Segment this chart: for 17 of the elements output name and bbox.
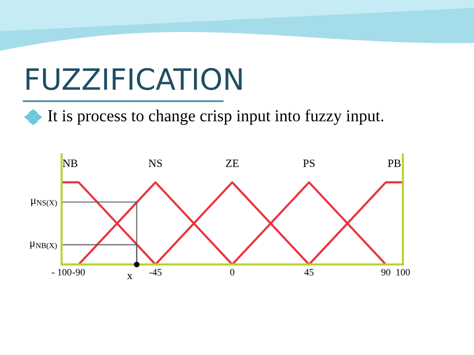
x-tick-label: 90 bbox=[381, 268, 390, 276]
x-tick-label: -90 bbox=[72, 268, 85, 276]
x-tick-label: 45 bbox=[304, 268, 314, 276]
ref-line-label: μ$_{NS(X)}$ bbox=[31, 198, 57, 208]
chart-subtitle: It is process to change crisp input into fuzzy input. bbox=[48, 109, 384, 125]
x-tick-label: - 100 bbox=[52, 268, 72, 276]
annotation: x bbox=[127, 274, 132, 280]
series-label: PB bbox=[388, 160, 401, 167]
x-tick-label: 0 bbox=[230, 268, 234, 276]
ref-line-label: μ$_{NB(X)}$ bbox=[30, 241, 57, 250]
series-label: NB bbox=[62, 160, 78, 167]
chart-title: FUZZIFICATION bbox=[26, 68, 242, 90]
x-tick-label: -45 bbox=[149, 268, 162, 276]
x-tick-label: 100 bbox=[396, 268, 410, 276]
series-label: PS bbox=[303, 160, 315, 168]
series-label: NS bbox=[148, 160, 162, 168]
series-label: ZE bbox=[226, 160, 238, 167]
